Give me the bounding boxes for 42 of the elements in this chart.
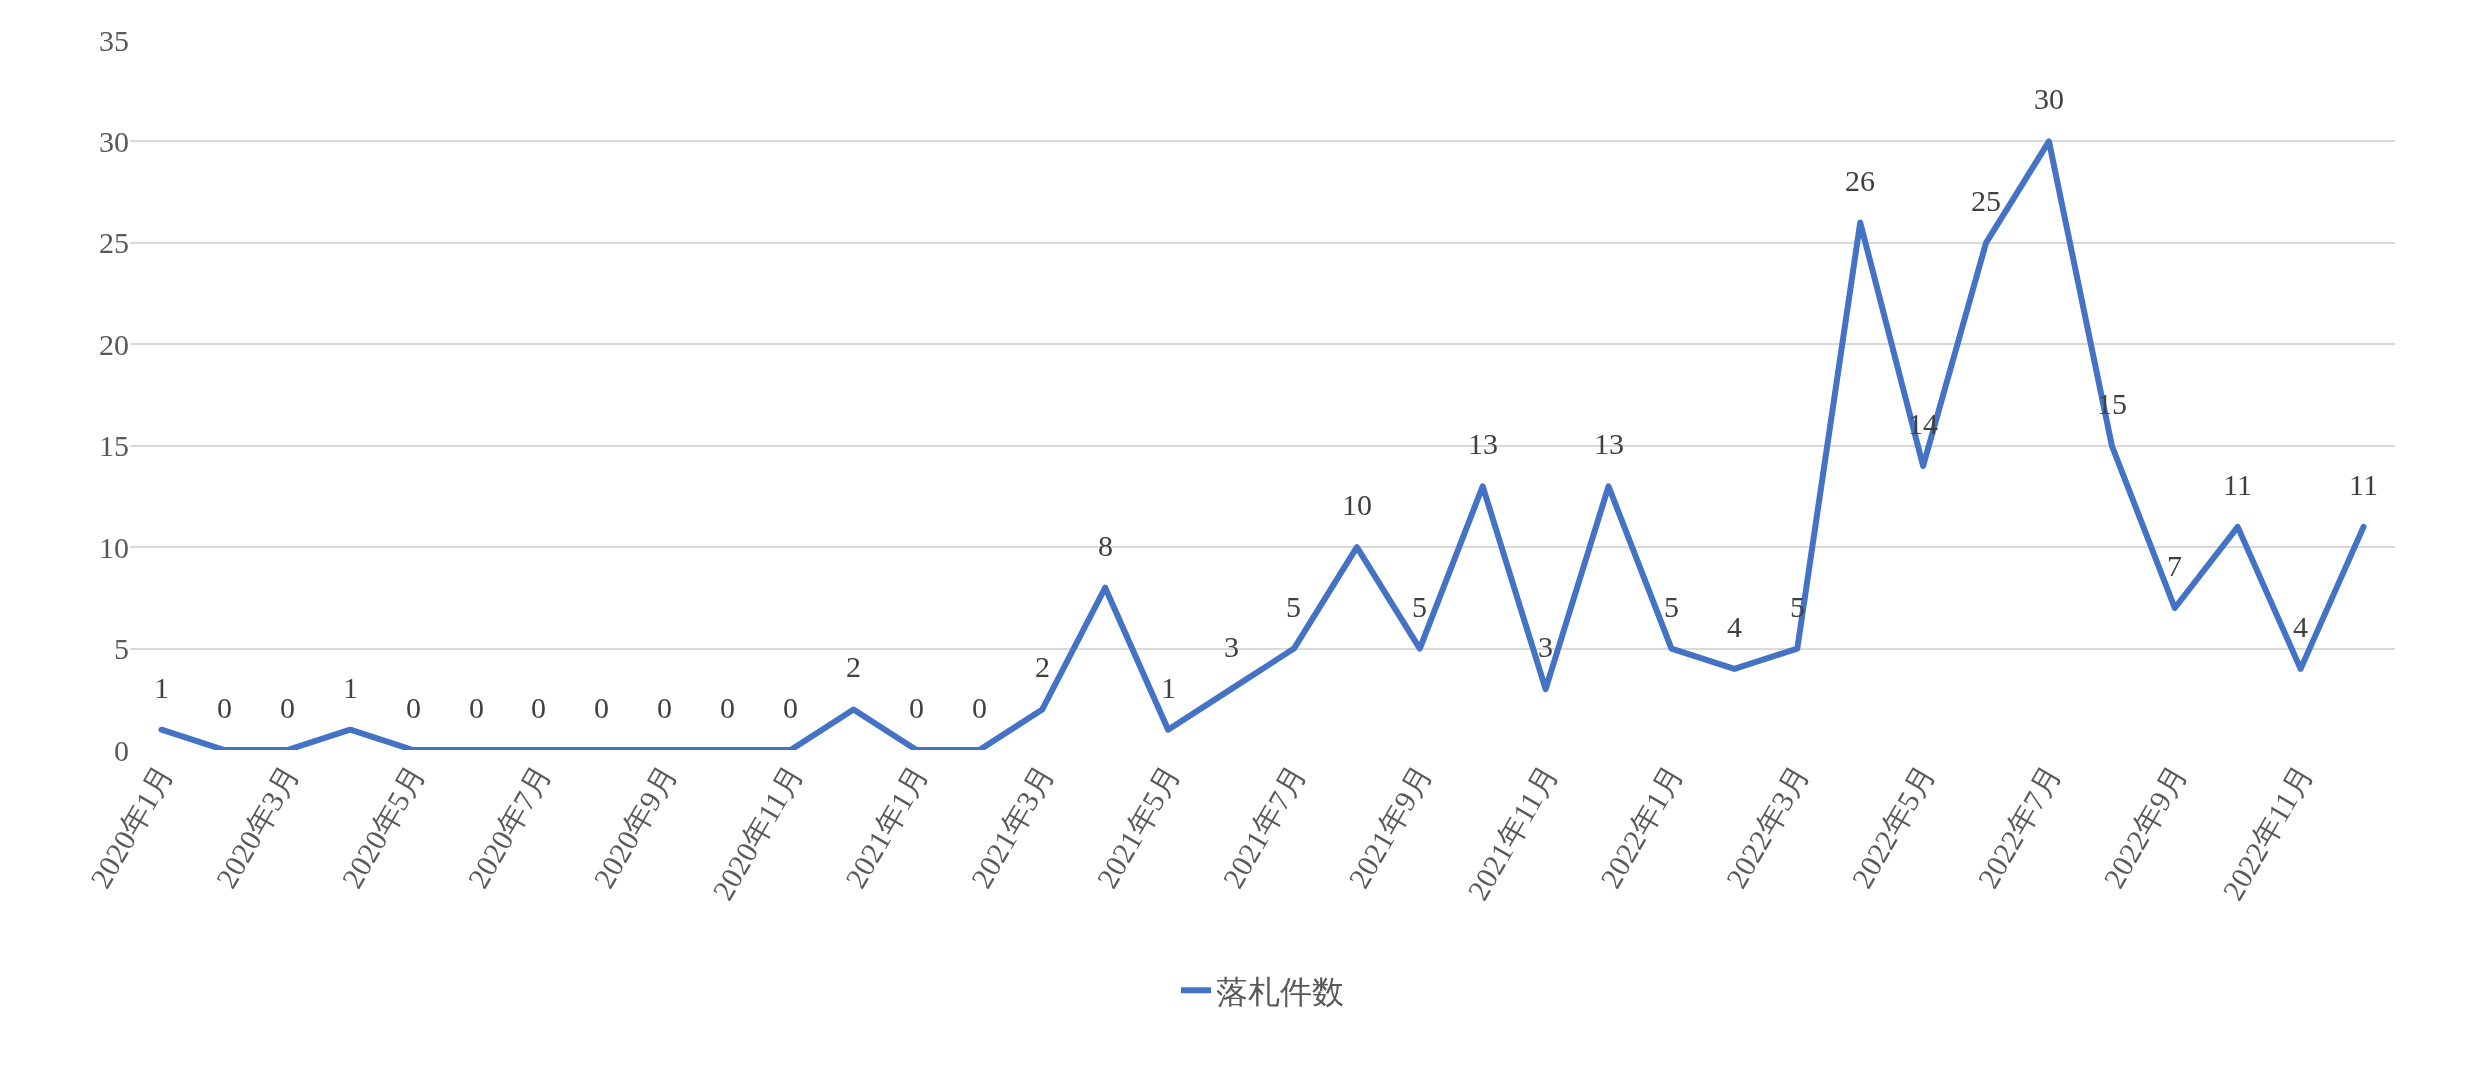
data-label: 0 [217,691,232,724]
data-label: 0 [469,691,484,724]
data-label: 0 [406,691,421,724]
data-label: 0 [783,691,798,724]
y-tick-label: 20 [99,327,129,361]
data-label: 0 [720,691,735,724]
data-label: 1 [1161,671,1176,704]
data-label: 13 [1594,427,1624,460]
data-label: 5 [1286,590,1301,623]
data-label: 0 [657,691,672,724]
data-label: 25 [1971,184,2001,217]
data-label: 5 [1412,590,1427,623]
data-label: 2 [1035,650,1050,683]
y-tick-label: 25 [99,226,129,260]
data-label: 11 [2349,468,2378,501]
data-label: 8 [1098,529,1113,562]
data-label: 3 [1224,630,1239,663]
data-label: 1 [343,671,358,704]
data-label: 2 [846,650,861,683]
data-label: 0 [909,691,924,724]
data-label: 26 [1845,164,1875,197]
y-tick-label: 0 [114,733,129,767]
data-label: 30 [2034,82,2064,115]
data-label: 0 [531,691,546,724]
y-tick-label: 30 [99,124,129,158]
data-label: 10 [1342,488,1372,521]
data-label: 13 [1468,427,1498,460]
y-tick-label: 15 [99,429,129,463]
data-label: 0 [594,691,609,724]
legend-label: 落札件数 [1216,973,1344,1010]
data-label: 4 [2293,610,2308,643]
data-label: 3 [1538,630,1553,663]
y-tick-label: 35 [99,23,129,57]
data-label: 0 [972,691,987,724]
data-label: 0 [280,691,295,724]
y-tick-label: 5 [114,632,129,666]
data-label: 7 [2167,549,2182,582]
data-label: 1 [154,671,169,704]
data-label: 4 [1727,610,1742,643]
data-label: 11 [2223,468,2252,501]
y-tick-label: 10 [99,530,129,564]
data-label: 5 [1664,590,1679,623]
